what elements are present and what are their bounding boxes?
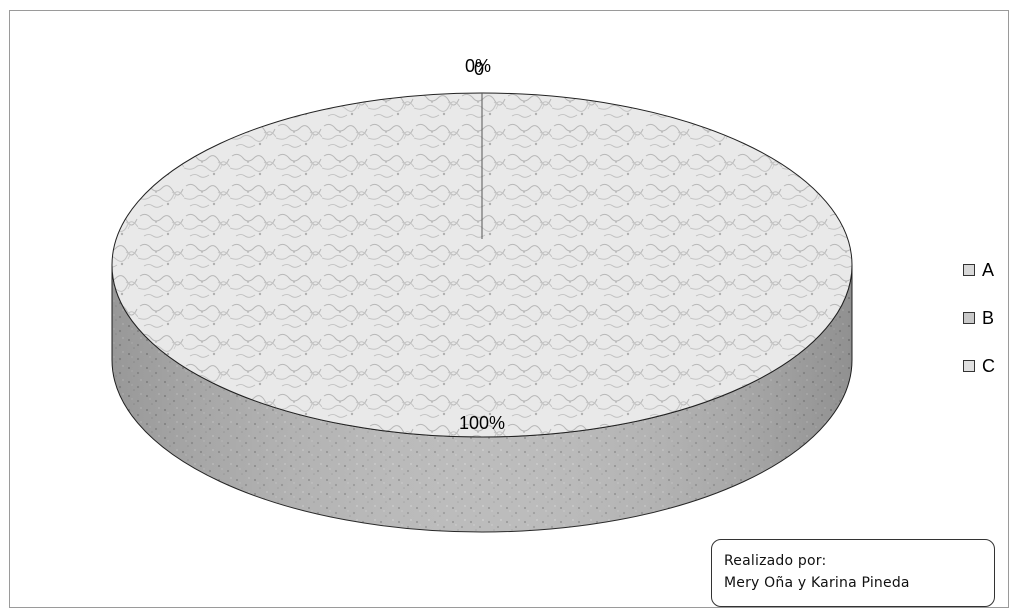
legend-item-b: B [963, 306, 995, 330]
legend-swatch-b [963, 312, 975, 324]
legend-label-c: C [982, 355, 995, 376]
author-note-line-1: Realizado por: [724, 553, 827, 569]
legend-swatch-c [963, 360, 975, 372]
data-label-b: 0% [465, 56, 491, 76]
author-note: Realizado por: Mery Oña y Karina Pineda [711, 539, 995, 607]
legend: A B C [963, 258, 995, 402]
legend-item-a: A [963, 258, 995, 282]
legend-label-a: A [982, 259, 995, 280]
data-label-c: 0 [474, 59, 484, 79]
pie-side-shading [112, 265, 852, 532]
legend-swatch-a [963, 264, 975, 276]
data-label-a: 100% [459, 413, 505, 433]
legend-item-c: C [963, 354, 995, 378]
author-note-line-2: Mery Oña y Karina Pineda [724, 575, 910, 591]
legend-label-b: B [982, 307, 995, 328]
